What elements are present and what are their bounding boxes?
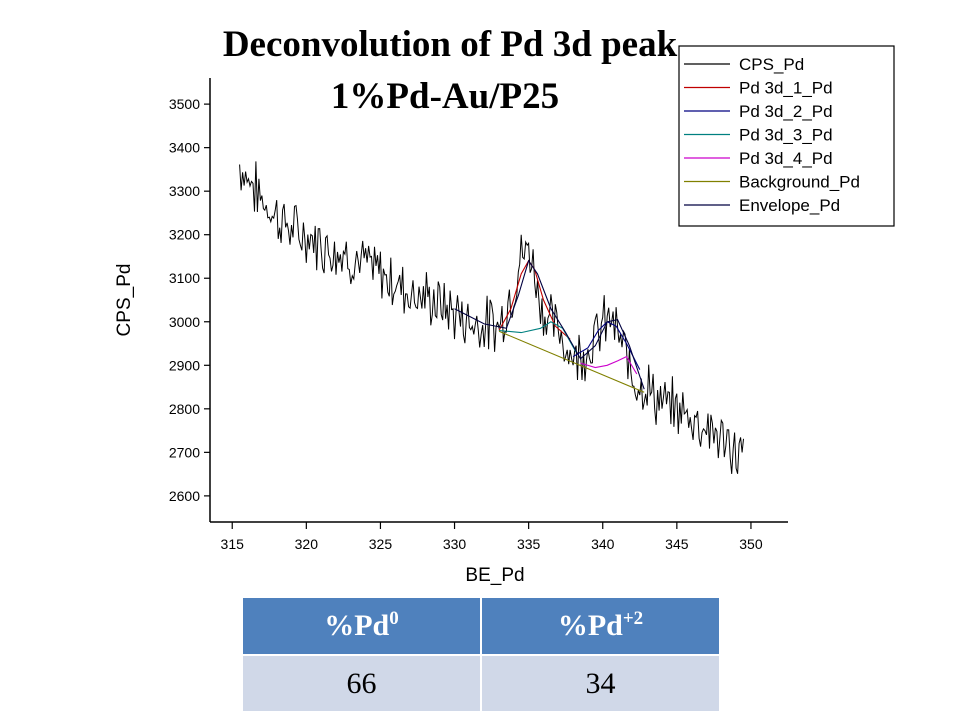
legend-entry: Pd 3d_1_Pd (739, 79, 833, 98)
y-tick-label: 2700 (169, 444, 200, 460)
x-tick-label: 325 (369, 536, 393, 552)
chart-title: Deconvolution of Pd 3d peak (222, 24, 678, 65)
x-tick-label: 345 (665, 536, 689, 552)
y-tick-label: 3300 (169, 183, 200, 199)
header-pd0: %Pd0 (241, 596, 482, 656)
legend-entry: Envelope_Pd (739, 196, 840, 215)
plot-series (239, 161, 744, 474)
table-header-row: %Pd0 %Pd+2 (241, 596, 721, 656)
series-line-0 (239, 161, 744, 474)
xps-deconvolution-chart: 2600 2700 2800 2900 3000 3100 3200 3300 3400 3500… (114, 45, 895, 586)
legend-entry: Pd 3d_4_Pd (739, 149, 833, 168)
x-tick-label: 350 (739, 536, 763, 552)
chart-subtitle: 1%Pd-Au/P25 (330, 76, 560, 117)
x-tick-label: 335 (517, 536, 541, 552)
value-pd0: 66 (241, 654, 482, 713)
legend: CPS_Pd Pd 3d_1_Pd Pd 3d_2_Pd Pd 3d_3_Pd Pd 3… (678, 45, 895, 227)
y-tick-label: 3100 (169, 270, 200, 286)
x-tick-label: 320 (295, 536, 319, 552)
legend-entry: Background_Pd (739, 173, 860, 192)
y-tick-label: 3200 (169, 227, 200, 243)
header-pd0-label: %Pd (324, 609, 390, 642)
legend-entry: Pd 3d_3_Pd (739, 126, 833, 145)
value-pd2: 34 (480, 654, 721, 713)
y-axis-label: CPS_Pd (114, 264, 135, 337)
series-line-6 (454, 259, 645, 390)
composition-table: %Pd0 %Pd+2 66 34 (241, 596, 721, 713)
header-pd2-sup: +2 (622, 608, 644, 629)
y-tick-label: 2900 (169, 357, 200, 373)
plot-axes: 2600 2700 2800 2900 3000 3100 3200 3300 3400 3500… (114, 78, 788, 586)
series-line-4 (580, 355, 638, 375)
y-tick-label: 3000 (169, 314, 200, 330)
header-pd0-sup: 0 (389, 608, 399, 629)
legend-entry: Pd 3d_2_Pd (739, 102, 833, 121)
legend-entry: CPS_Pd (739, 55, 804, 74)
header-pd2-label: %Pd (557, 609, 623, 642)
y-tick-label: 3400 (169, 140, 200, 156)
series-line-5 (498, 330, 645, 393)
table-row: 66 34 (241, 654, 721, 713)
legend-box (678, 45, 895, 227)
x-tick-label: 315 (221, 536, 245, 552)
y-tick-label: 2600 (169, 488, 200, 504)
header-pd2: %Pd+2 (480, 596, 721, 656)
x-tick-label: 340 (591, 536, 615, 552)
x-tick-label: 330 (443, 536, 467, 552)
y-tick-label: 2800 (169, 401, 200, 417)
x-axis-label: BE_Pd (465, 565, 524, 586)
y-tick-label: 3500 (169, 96, 200, 112)
